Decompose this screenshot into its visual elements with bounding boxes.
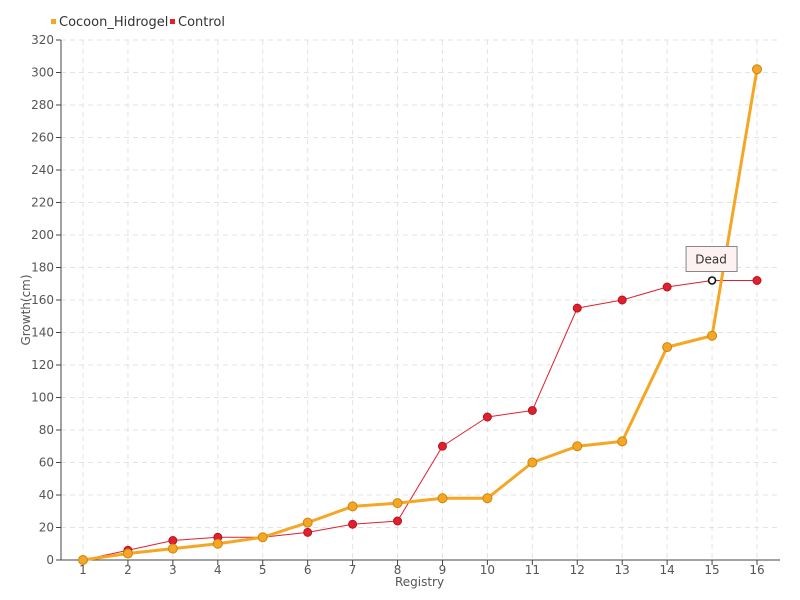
x-tick-label: 16 xyxy=(749,563,764,577)
data-point-control xyxy=(572,303,582,313)
data-point-cocoon-hidrogel xyxy=(662,342,673,353)
data-point-cocoon-hidrogel xyxy=(122,548,133,559)
data-point-cocoon-hidrogel xyxy=(572,441,583,452)
data-point-control xyxy=(752,276,762,285)
annotation-label: Dead xyxy=(695,253,727,267)
y-tick-label: 220 xyxy=(31,196,54,210)
x-tick-label: 7 xyxy=(349,563,357,577)
y-tick-label: 120 xyxy=(31,358,54,372)
annotation-box xyxy=(685,246,738,272)
x-tick-label: 14 xyxy=(659,563,674,577)
data-point-cocoon-hidrogel xyxy=(302,517,313,528)
y-tick-label: 60 xyxy=(39,456,54,470)
data-point-annotated xyxy=(707,276,717,285)
x-tick-label: 11 xyxy=(525,563,540,577)
data-point-cocoon-hidrogel xyxy=(617,436,628,447)
y-tick-label: 180 xyxy=(31,261,54,275)
legend-swatch-control xyxy=(170,19,175,24)
y-tick-label: 20 xyxy=(39,521,54,535)
data-point-control xyxy=(527,406,537,415)
data-point-cocoon-hidrogel xyxy=(527,457,538,468)
x-tick-label: 5 xyxy=(259,563,267,577)
y-tick-label: 160 xyxy=(31,293,54,307)
y-axis-title: Growth(cm) xyxy=(19,274,33,345)
data-point-cocoon-hidrogel xyxy=(707,330,718,341)
x-tick-label: 4 xyxy=(214,563,222,577)
data-point-control xyxy=(437,441,447,451)
x-tick-label: 12 xyxy=(570,563,585,577)
y-tick-label: 40 xyxy=(39,488,54,502)
data-point-cocoon-hidrogel xyxy=(482,493,493,504)
x-tick-label: 8 xyxy=(394,563,402,577)
y-tick-label: 200 xyxy=(31,228,54,242)
series-line-control xyxy=(82,280,757,561)
series-line-cocoon-hidrogel xyxy=(82,69,759,562)
y-tick-label: 280 xyxy=(31,98,54,112)
y-tick-label: 240 xyxy=(31,163,54,177)
data-point-control xyxy=(303,527,313,537)
x-tick-label: 2 xyxy=(124,563,132,577)
grid xyxy=(61,39,780,560)
x-tick-label: 3 xyxy=(169,563,177,577)
legend-label-cocoon-hidrogel[interactable]: Cocoon_Hidrogel xyxy=(59,15,168,30)
y-tick-label: 260 xyxy=(31,131,54,145)
data-point-cocoon-hidrogel xyxy=(257,532,268,543)
data-point-control xyxy=(662,282,672,292)
y-tick-label: 320 xyxy=(31,33,54,47)
y-tick-label: 100 xyxy=(31,391,54,405)
data-point-cocoon-hidrogel xyxy=(392,498,403,509)
data-point-cocoon-hidrogel xyxy=(437,493,448,504)
legend: Cocoon_Hidrogel Control xyxy=(51,15,225,30)
legend-swatch-cocoon-hidrogel xyxy=(51,19,56,24)
data-point-cocoon-hidrogel xyxy=(752,64,762,75)
data-point-cocoon-hidrogel xyxy=(78,555,88,565)
annotation-tooltip: Dead xyxy=(685,246,738,272)
y-tick-label: 80 xyxy=(39,423,54,437)
data-point-control xyxy=(168,536,178,545)
legend-label-control[interactable]: Control xyxy=(178,15,225,30)
x-tick-label: 6 xyxy=(304,563,312,577)
x-tick-label: 9 xyxy=(439,563,447,577)
x-tick-label: 15 xyxy=(704,563,719,577)
x-tick-label: 13 xyxy=(615,563,630,577)
x-tick-label: 10 xyxy=(480,563,495,577)
y-tick-label: 140 xyxy=(31,326,54,340)
data-point-cocoon-hidrogel xyxy=(167,543,178,554)
data-point-cocoon-hidrogel xyxy=(212,538,223,549)
data-point-control xyxy=(617,295,627,305)
y-tick-label: 300 xyxy=(31,66,54,80)
y-tick-label: 0 xyxy=(46,553,54,567)
x-axis-title: Registry xyxy=(395,575,444,589)
data-point-control xyxy=(393,516,403,526)
series-layer xyxy=(78,64,762,565)
data-point-control xyxy=(348,519,358,529)
data-point-cocoon-hidrogel xyxy=(347,501,358,512)
y-axis-ticks: 0 20 40 60 80 100 120 140 160 180 200 220 240 260 280 3… xyxy=(31,33,61,567)
x-tick-label: 1 xyxy=(79,563,87,577)
x-axis-ticks: 1 2 3 4 5 6 7 8 9 10 11 12 13 14 15 16 xyxy=(79,560,765,577)
data-point-control xyxy=(482,412,492,422)
